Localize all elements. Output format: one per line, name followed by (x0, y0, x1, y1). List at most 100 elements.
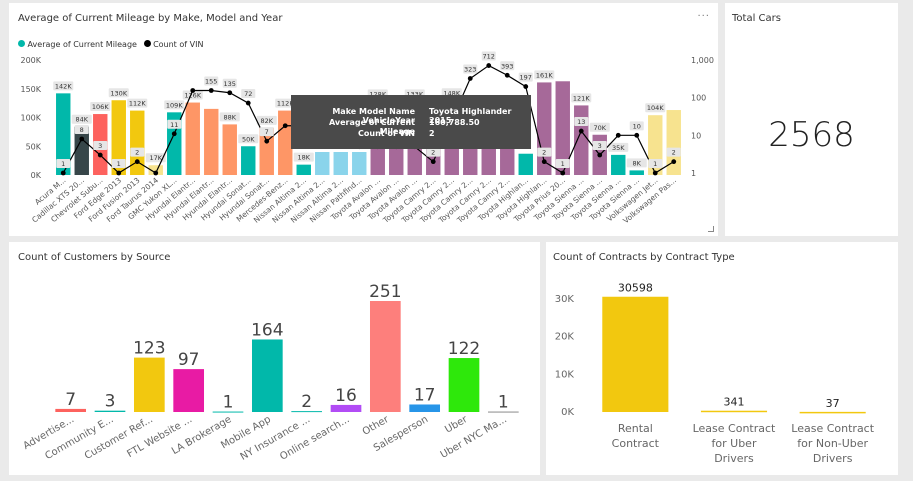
point-label-bg (204, 76, 219, 86)
total-cars-card[interactable]: Total Cars 2568 (725, 3, 898, 236)
customer-bar (369, 301, 401, 412)
mileage-bar (629, 170, 644, 175)
mileage-chart-tile[interactable]: Average of Current Mileage by Make, Mode… (9, 3, 718, 236)
bar-label-bg (238, 134, 259, 144)
count-vin-point (134, 159, 140, 165)
count-vin-point (208, 88, 214, 93)
x-tick-label: Drivers (714, 452, 754, 465)
point-data-label: 135 (224, 80, 236, 88)
point-data-label: 1 (653, 160, 657, 168)
count-vin-point (486, 63, 492, 68)
contract-bar (602, 296, 669, 412)
bar-data-label: 50K (242, 135, 255, 143)
more-options-icon[interactable]: ··· (697, 11, 710, 22)
point-data-label: 197 (520, 74, 532, 82)
count-vin-point (671, 159, 677, 165)
point-label-bg (426, 147, 441, 157)
customer-bar (409, 404, 441, 412)
count-vin-point (578, 128, 584, 134)
bar-data-label: 130K (110, 89, 127, 97)
count-vin-point (430, 159, 436, 165)
point-data-label: 3 (598, 142, 602, 150)
x-tick-label: Online search... (278, 414, 351, 463)
bar-data-label: 7 (65, 390, 76, 410)
count-vin-point (116, 170, 122, 176)
point-label-bg (222, 78, 237, 88)
mileage-bar (611, 154, 626, 175)
x-tick-label: Contract (612, 437, 660, 450)
y-tick-label: 0K (561, 407, 574, 418)
contracts-chart-tile[interactable]: Count of Contracts by Contract Type 0K 10… (546, 242, 898, 475)
bar-data-label: 17 (414, 385, 436, 405)
customer-bar (487, 411, 519, 413)
bar-label-bg (164, 100, 185, 110)
customer-bar (55, 408, 87, 412)
total-cars-value: 2568 (768, 115, 855, 155)
point-data-label: 393 (501, 62, 513, 70)
bar-label-bg (90, 102, 111, 112)
mileage-bar (333, 152, 348, 175)
bar-label-bg (256, 115, 277, 125)
count-vin-point (97, 152, 103, 158)
point-data-label: 323 (464, 65, 476, 73)
mileage-chart-title: Average of Current Mileage by Make, Mode… (18, 13, 283, 24)
point-label-bg (555, 159, 570, 168)
bar-label-bg (608, 142, 629, 152)
point-data-label: 1 (117, 160, 121, 168)
point-label-bg (648, 159, 663, 168)
point-data-label: 2 (135, 149, 139, 157)
point-data-label: 10 (633, 122, 641, 130)
point-label-bg (574, 117, 589, 127)
y-tick-label: 150K (20, 85, 41, 94)
customer-bar (448, 358, 480, 412)
x-tick-label: for Non-Uber (797, 437, 868, 450)
bar-data-label: 341 (724, 396, 745, 409)
point-label-bg (241, 89, 256, 99)
count-vin-point (467, 76, 473, 81)
legend-dot-mileage (18, 40, 25, 47)
point-data-label: 2 (542, 149, 546, 157)
count-vin-point (282, 123, 288, 129)
point-data-label: 3 (98, 142, 102, 150)
y-tick-label: 100K (20, 114, 41, 123)
bar-label-bg (275, 98, 296, 108)
customers-chart-tile[interactable]: Count of Customers by Source 7 Advertise.… (9, 242, 540, 475)
x-tick-label: Uber NYC Ma... (439, 414, 509, 461)
mileage-bar (56, 93, 71, 175)
point-data-label: 7 (265, 128, 269, 136)
bar-data-label: 88K (223, 113, 236, 121)
y2-tick-label: 10 (691, 131, 701, 140)
bar-data-label: 126K (184, 92, 201, 100)
y-tick-label: 50K (26, 142, 42, 151)
point-label-bg (56, 159, 71, 168)
mileage-bar (352, 152, 367, 175)
mileage-bar (278, 110, 293, 175)
bar-label-bg (219, 112, 240, 122)
legend-label-mileage: Average of Current Mileage (27, 40, 137, 49)
point-data-label: 712 (483, 53, 495, 61)
mileage-bar (315, 152, 330, 175)
customer-bar (291, 411, 323, 413)
y-tick-label: 20K (555, 332, 575, 343)
bar-label-bg (293, 152, 314, 162)
bar-label-bg (589, 122, 610, 132)
bar-data-label: 148K (443, 89, 460, 97)
point-label-bg (93, 141, 108, 151)
point-label-bg (481, 51, 496, 61)
x-tick-label: Customer Ref... (83, 414, 155, 462)
customer-bar (251, 339, 283, 412)
tooltip-value: Toyota Highlander 2015 (429, 107, 512, 125)
contracts-bar-chart: 0K 10K 20K 30K 30598 Rental Contract 341 Lease C… (555, 282, 875, 465)
y2-tick-label: 1 (691, 169, 696, 178)
resize-handle-icon[interactable] (708, 226, 714, 232)
bar-data-label: 84K (75, 116, 88, 124)
bar-data-label: 106K (92, 103, 109, 111)
tooltip-key: Make Model Name VehicleYear (332, 107, 415, 125)
mileage-bar (296, 164, 311, 175)
tooltip-value: 160,788.50 (429, 118, 480, 127)
count-vin-point (190, 88, 196, 93)
mileage-bar (148, 165, 163, 175)
count-vin-point (615, 132, 621, 138)
customer-bar (212, 411, 244, 413)
